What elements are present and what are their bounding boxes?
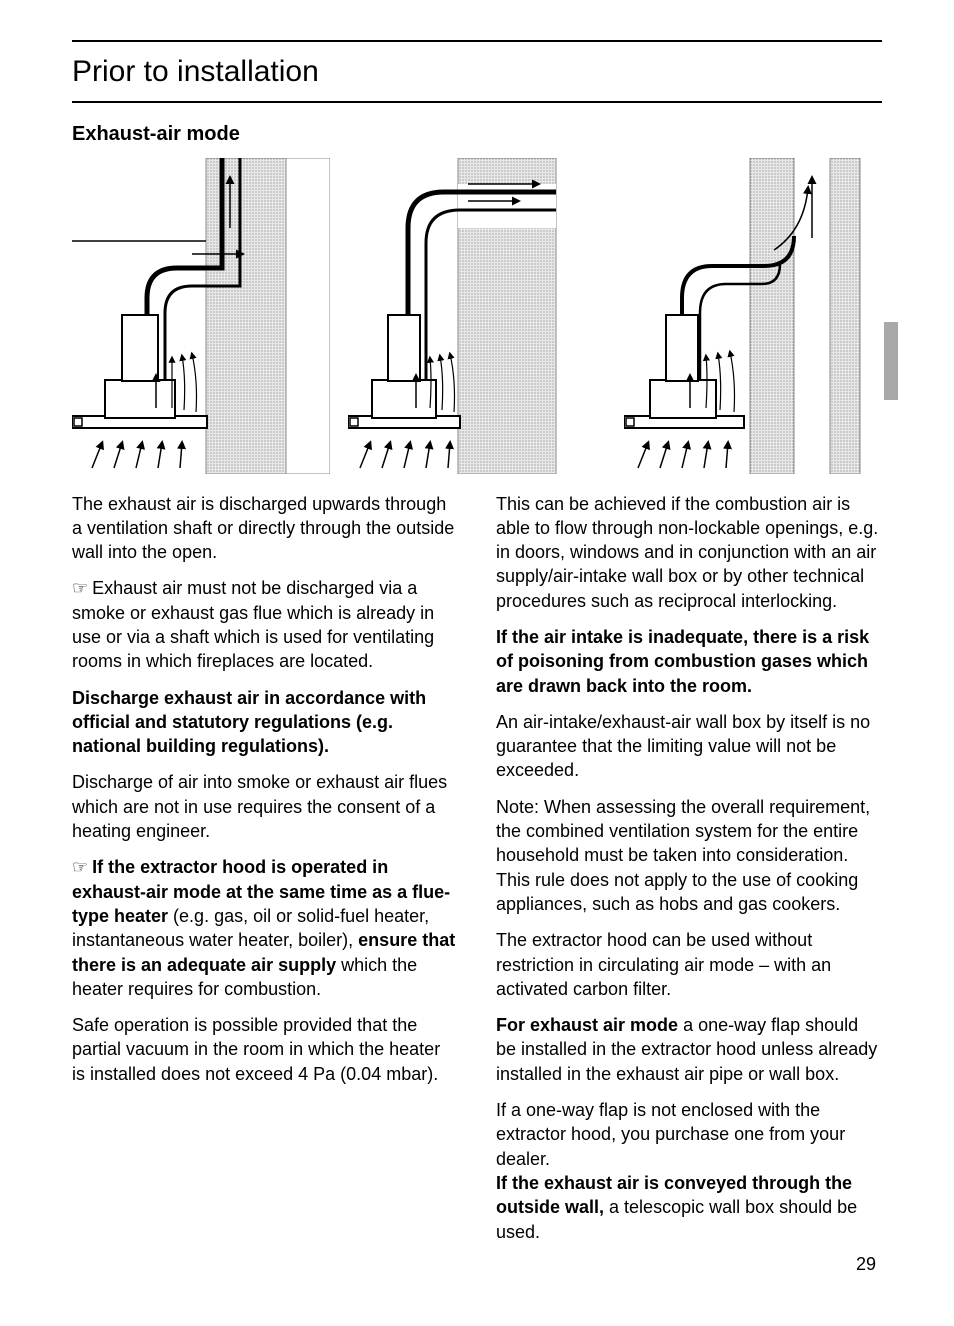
pointer-icon: ☞ xyxy=(72,855,88,879)
text-run: This can be achieved if the combustion a… xyxy=(496,494,878,611)
text-run: If the air intake is inadequate, there i… xyxy=(496,627,869,696)
section-subtitle: Exhaust-air mode xyxy=(72,121,882,148)
text-run: An air-intake/exhaust-air wall box by it… xyxy=(496,712,870,781)
left-column: The exhaust air is discharged upwards th… xyxy=(72,492,458,1256)
paragraph: Discharge exhaust air in accordance with… xyxy=(72,686,458,759)
paragraph: If a one-way flap is not enclosed with t… xyxy=(496,1098,882,1171)
text-run: For exhaust air mode xyxy=(496,1015,683,1035)
text-run: If a one-way flap is not enclosed with t… xyxy=(496,1100,845,1169)
text-run: The extractor hood can be used without r… xyxy=(496,930,831,999)
text-run: Safe operation is possible provided that… xyxy=(72,1015,440,1084)
right-column: This can be achieved if the combustion a… xyxy=(496,492,882,1256)
figure-row xyxy=(72,158,882,474)
paragraph: This can be achieved if the combustion a… xyxy=(496,492,882,613)
figure-exhaust-adjacent-flue xyxy=(624,158,882,474)
paragraph: For exhaust air mode a one-way flap shou… xyxy=(496,1013,882,1086)
text-run: Discharge exhaust air in accordance with… xyxy=(72,688,426,757)
paragraph: An air-intake/exhaust-air wall box by it… xyxy=(496,710,882,783)
text-run: Discharge of air into smoke or exhaust a… xyxy=(72,772,447,841)
paragraph: Note: When assessing the overall require… xyxy=(496,795,882,916)
paragraph: Discharge of air into smoke or exhaust a… xyxy=(72,770,458,843)
paragraph: The exhaust air is discharged upwards th… xyxy=(72,492,458,565)
figure-exhaust-upward xyxy=(72,158,330,474)
paragraph: ☞Exhaust air must not be discharged via … xyxy=(72,576,458,673)
pointer-icon: ☞ xyxy=(72,576,88,600)
paragraph: If the air intake is inadequate, there i… xyxy=(496,625,882,698)
paragraph: ☞If the extractor hood is operated in ex… xyxy=(72,855,458,1001)
text-run: Exhaust air must not be discharged via a… xyxy=(72,578,434,671)
text-run: The exhaust air is discharged upwards th… xyxy=(72,494,454,563)
text-run: Note: When assessing the overall require… xyxy=(496,797,870,914)
paragraph: Safe operation is possible provided that… xyxy=(72,1013,458,1086)
figure-exhaust-wall xyxy=(348,158,606,474)
paragraph: If the exhaust air is conveyed through t… xyxy=(496,1171,882,1244)
page-title: Prior to installation xyxy=(72,48,882,101)
paragraph: The extractor hood can be used without r… xyxy=(496,928,882,1001)
side-tab xyxy=(884,322,898,400)
page-number: 29 xyxy=(856,1252,876,1276)
